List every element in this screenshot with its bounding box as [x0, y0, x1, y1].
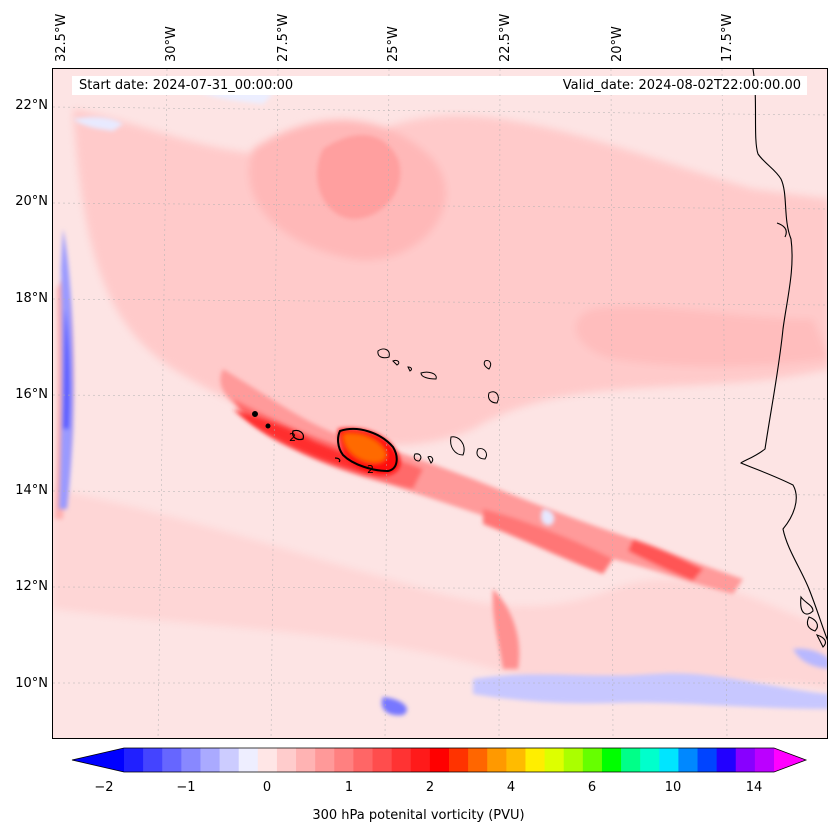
info-bar — [72, 76, 807, 95]
colorbar-swatch — [582, 748, 603, 772]
colorbar-swatch — [429, 748, 450, 772]
lat-label-22n: 22°N — [15, 98, 48, 113]
colorbar-swatch — [659, 748, 680, 772]
colorbar — [71, 747, 808, 773]
colorbar-swatch — [621, 748, 641, 772]
colorbar-outline — [71, 747, 808, 773]
colorbar-extend-low — [72, 748, 124, 772]
pv-negative-patches — [59, 86, 827, 716]
colorbar-swatch — [200, 748, 221, 772]
colorbar-swatch — [468, 748, 488, 772]
lat-label-14n: 14°N — [15, 483, 48, 498]
colorbar-swatch — [315, 748, 335, 772]
pv-field-map: 2 2 — [53, 69, 827, 738]
colorbar-swatch — [353, 748, 374, 772]
colorbar-swatch — [181, 748, 202, 772]
map-panel: 2 2 — [52, 68, 828, 739]
lon-label-27-5w: 27.5°W — [276, 13, 291, 62]
colorbar-swatch — [563, 748, 584, 772]
colorbar-label: 300 hPa potenital vorticity (PVU) — [312, 808, 525, 823]
colorbar-swatch — [124, 748, 144, 772]
colorbar-swatch — [276, 748, 297, 772]
lat-label-12n: 12°N — [15, 579, 48, 594]
lat-label-16n: 16°N — [15, 387, 48, 402]
colorbar-swatch — [735, 748, 756, 772]
colorbar-swatch — [601, 748, 622, 772]
colorbar-swatch — [544, 748, 565, 772]
lon-label-17-5w: 17.5°W — [720, 13, 735, 62]
colorbar-tick-10: 10 — [664, 780, 682, 795]
contour-label-2b: 2 — [367, 463, 374, 476]
colorbar-tick-4: 4 — [506, 780, 516, 795]
colorbar-tick-2: 2 — [425, 780, 435, 795]
africa-coastline — [740, 69, 827, 648]
colorbar-swatch — [640, 748, 660, 772]
lat-label-18n: 18°N — [15, 291, 48, 306]
colorbar-swatch — [697, 748, 718, 772]
start-date-label: Start date: 2024-07-31_00:00:00 — [79, 78, 294, 93]
colorbar-swatch — [678, 748, 699, 772]
colorbar-tick-neg1: −1 — [176, 780, 196, 795]
colorbar-swatch — [487, 748, 507, 772]
colorbar-swatch — [296, 748, 316, 772]
colorbar-swatch — [219, 748, 240, 772]
colorbar-swatch — [162, 748, 182, 772]
colorbar-swatch — [754, 748, 775, 772]
colorbar-swatch — [410, 748, 431, 772]
lon-label-25w: 25°W — [386, 26, 401, 62]
lat-label-10n: 10°N — [15, 676, 48, 691]
colorbar-swatch — [716, 748, 737, 772]
colorbar-swatch — [506, 748, 527, 772]
lon-label-32-5w: 32.5°W — [54, 13, 69, 62]
colorbar-swatch — [391, 748, 412, 772]
graticule — [53, 69, 827, 738]
colorbar-swatch — [257, 748, 278, 772]
lat-label-20n: 20°N — [15, 194, 48, 209]
colorbar-swatch — [143, 748, 163, 772]
colorbar-tick-1: 1 — [344, 780, 354, 795]
colorbar-tick-14: 14 — [745, 780, 763, 795]
colorbar-swatch — [372, 748, 393, 772]
colorbar-tick-0: 0 — [262, 780, 272, 795]
cape-verde-islands — [377, 348, 499, 464]
lon-label-30w: 30°W — [164, 26, 179, 62]
colorbar-swatch — [449, 748, 469, 772]
pv-2-contour — [252, 411, 398, 473]
colorbar-tick-6: 6 — [587, 780, 597, 795]
lon-label-22-5w: 22.5°W — [498, 13, 513, 62]
lon-label-20w: 20°W — [610, 26, 625, 62]
colorbar-swatch — [334, 748, 355, 772]
colorbar-extend-high — [774, 748, 806, 772]
valid-date-label: Valid_date: 2024-08-02T22:00:00.00 — [562, 78, 801, 93]
colorbar-swatch — [238, 748, 259, 772]
contour-label-2a: 2 — [289, 431, 296, 444]
colorbar-tick-neg2: −2 — [94, 780, 114, 795]
colorbar-swatch — [525, 748, 546, 772]
